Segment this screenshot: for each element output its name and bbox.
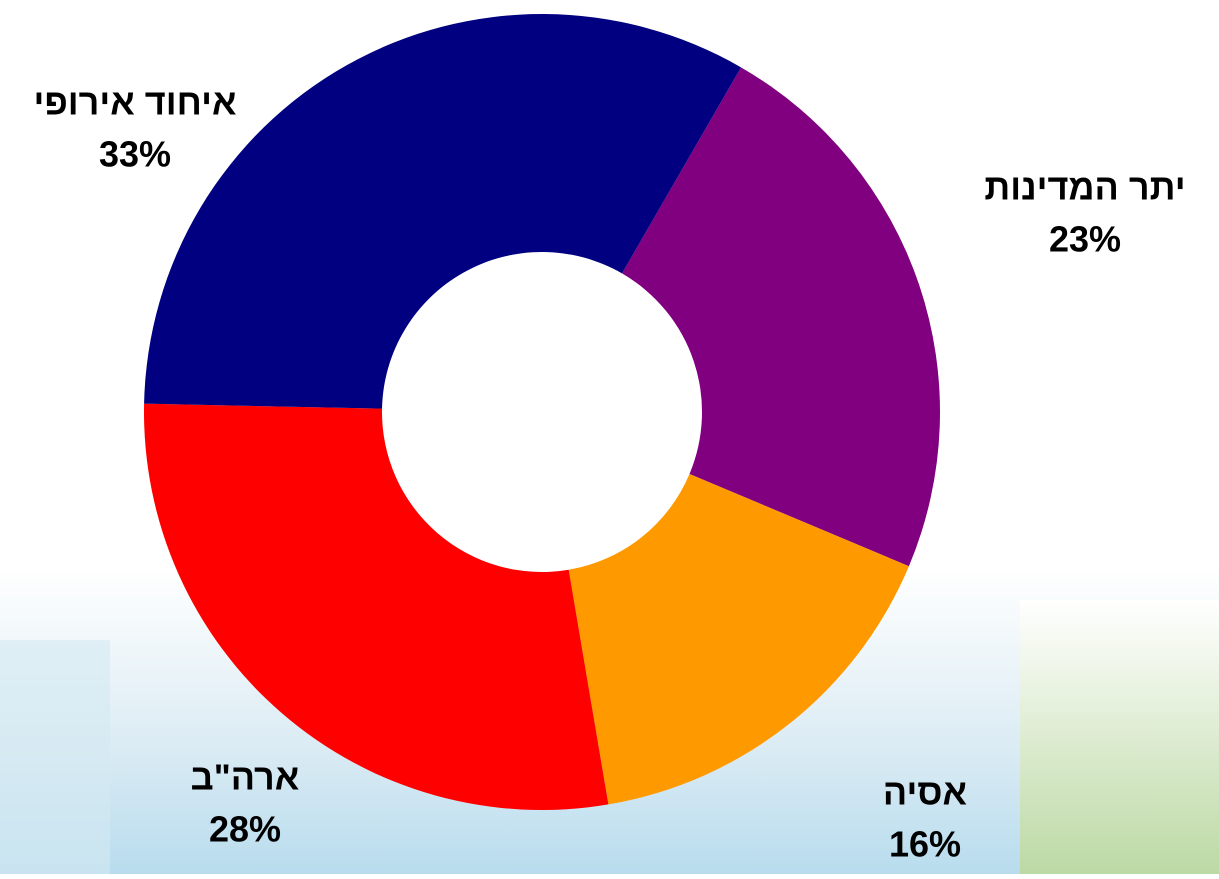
donut-segment: [622, 67, 940, 567]
segment-label: אסיה: [883, 772, 967, 813]
segment-label: יתר המדינות: [984, 167, 1185, 208]
donut-segment: [143, 403, 609, 811]
segment-label: ארה"ב: [191, 757, 300, 798]
segment-value-label: 23%: [1049, 219, 1121, 260]
donut-segment: [144, 14, 742, 409]
segment-label: איחוד אירופי: [33, 82, 236, 123]
background-block: [0, 640, 110, 874]
segment-value-label: 33%: [99, 134, 171, 175]
segment-value-label: 16%: [889, 824, 961, 865]
donut-segment: [568, 474, 909, 805]
background-block: [1020, 600, 1219, 874]
segment-value-label: 28%: [209, 809, 281, 850]
